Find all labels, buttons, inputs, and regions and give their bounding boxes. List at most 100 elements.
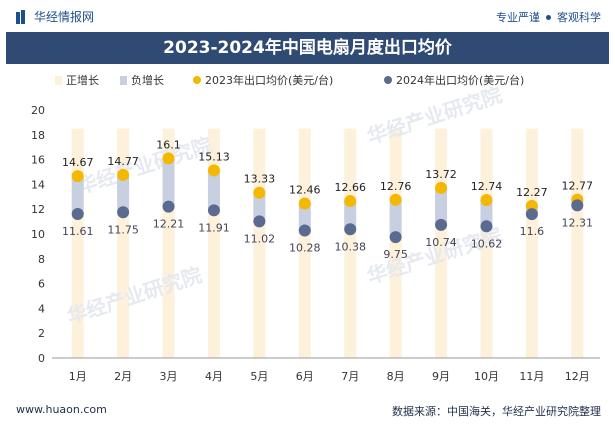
x-tick-label: 1月 <box>69 370 87 383</box>
range-bar <box>71 176 84 215</box>
x-tick-label: 6月 <box>296 370 314 383</box>
point-2024 <box>525 208 538 221</box>
footer-url[interactable]: www.huaon.com <box>16 403 107 416</box>
tagline-2: 客观科学 <box>557 11 601 24</box>
point-2023 <box>435 181 448 194</box>
column-background <box>480 128 493 358</box>
tagline: 专业严谨 客观科学 <box>496 9 601 25</box>
data-label-2023: 12.46 <box>289 183 321 196</box>
x-tick-label: 7月 <box>341 370 359 383</box>
point-2023 <box>480 194 493 207</box>
data-label-2024: 11.75 <box>107 223 139 236</box>
y-tick-label: 20 <box>31 104 45 117</box>
y-tick-label: 2 <box>38 327 45 340</box>
data-label-2023: 14.77 <box>107 155 139 168</box>
point-2023 <box>525 199 538 212</box>
point-2023 <box>117 168 130 181</box>
x-tick-label: 5月 <box>250 370 268 383</box>
x-tick-label: 10月 <box>474 370 499 383</box>
data-label-2023: 12.77 <box>562 180 594 193</box>
column-background <box>253 128 266 358</box>
range-bar <box>435 187 448 225</box>
data-label-2024: 12.21 <box>153 218 185 231</box>
data-label-2023: 16.1 <box>156 138 181 151</box>
top-bar: 华经情报网 专业严谨 客观科学 <box>0 0 615 32</box>
range-bar <box>344 201 357 230</box>
point-2023 <box>207 164 220 177</box>
legend-marker-2023 <box>193 76 201 84</box>
range-bar <box>480 200 493 227</box>
x-tick-label: 8月 <box>387 370 405 383</box>
data-label-2024: 11.6 <box>520 225 545 238</box>
y-tick-label: 4 <box>38 302 45 315</box>
x-tick-label: 12月 <box>565 370 590 383</box>
y-tick-label: 6 <box>38 278 45 291</box>
data-label-2023: 13.72 <box>425 168 457 181</box>
point-2024 <box>162 200 175 213</box>
data-label-2024: 10.28 <box>289 242 321 255</box>
data-label-2024: 10.74 <box>425 236 457 249</box>
point-2024 <box>207 204 220 217</box>
column-background <box>571 128 584 358</box>
range-bar <box>298 203 311 231</box>
legend-label-negative: 负增长 <box>131 73 164 87</box>
data-label-2024: 11.02 <box>244 232 276 245</box>
point-2024 <box>480 220 493 233</box>
data-label-2023: 13.33 <box>244 173 276 186</box>
y-tick-label: 12 <box>31 203 45 216</box>
point-2023 <box>298 197 311 210</box>
range-bar <box>117 174 130 213</box>
y-tick-label: 16 <box>31 154 45 167</box>
column-background <box>344 128 357 358</box>
logo[interactable]: 华经情报网 <box>16 8 94 25</box>
data-label-2023: 14.67 <box>62 156 94 169</box>
y-tick-label: 8 <box>38 253 45 266</box>
x-tick-label: 9月 <box>432 370 450 383</box>
data-label-2023: 12.74 <box>471 180 503 193</box>
x-tick-label: 2月 <box>114 370 132 383</box>
data-label-2023: 12.27 <box>516 186 548 199</box>
point-2024 <box>298 224 311 237</box>
legend-swatch-positive <box>55 76 62 85</box>
point-2023 <box>253 186 266 199</box>
data-label-2024: 11.61 <box>62 225 94 238</box>
point-2024 <box>389 231 402 244</box>
legend-marker-2024 <box>384 76 392 84</box>
data-label-2024: 9.75 <box>383 248 408 261</box>
range-bar <box>162 158 175 207</box>
chart-area: 正增长 负增长 2023年出口均价(美元/台) 2024年出口均价(美元/台) 0 2 4 6… <box>31 73 600 383</box>
y-tick-label: 14 <box>31 178 45 191</box>
data-label-2024: 12.31 <box>562 216 594 229</box>
point-2024 <box>344 223 357 236</box>
point-2023 <box>344 195 357 208</box>
x-tick-label: 4月 <box>205 370 223 383</box>
footer: www.huaon.com 数据来源：中国海关，华经产业研究院整理 <box>0 395 615 427</box>
range-bar <box>253 192 266 222</box>
y-tick-label: 10 <box>31 228 45 241</box>
data-label-2023: 12.76 <box>380 180 412 193</box>
range-bar <box>389 199 402 238</box>
column-background <box>525 128 538 358</box>
data-label-2024: 10.62 <box>471 237 503 250</box>
logo-text: 华经情报网 <box>34 10 95 24</box>
point-2023 <box>389 193 402 206</box>
point-2023 <box>71 170 84 183</box>
y-tick-label: 0 <box>38 352 45 365</box>
point-2024 <box>117 206 130 219</box>
range-bar <box>207 170 220 211</box>
legend-label-positive: 正增长 <box>66 73 99 87</box>
legend-label-2023: 2023年出口均价(美元/台) <box>205 73 333 87</box>
y-tick-label: 18 <box>31 129 45 142</box>
logo-icon <box>16 9 25 24</box>
data-label-2023: 15.13 <box>198 150 230 163</box>
data-label-2024: 10.38 <box>334 240 366 253</box>
bullet-dot-icon <box>546 14 551 20</box>
point-2024 <box>435 218 448 231</box>
x-tick-label: 11月 <box>519 370 544 383</box>
tagline-1: 专业严谨 <box>496 11 540 24</box>
data-label-2023: 12.66 <box>334 181 366 194</box>
column-background <box>389 128 402 358</box>
legend-swatch-negative <box>120 76 127 85</box>
column-background <box>298 128 311 358</box>
footer-source: 数据来源：中国海关，华经产业研究院整理 <box>392 405 601 418</box>
